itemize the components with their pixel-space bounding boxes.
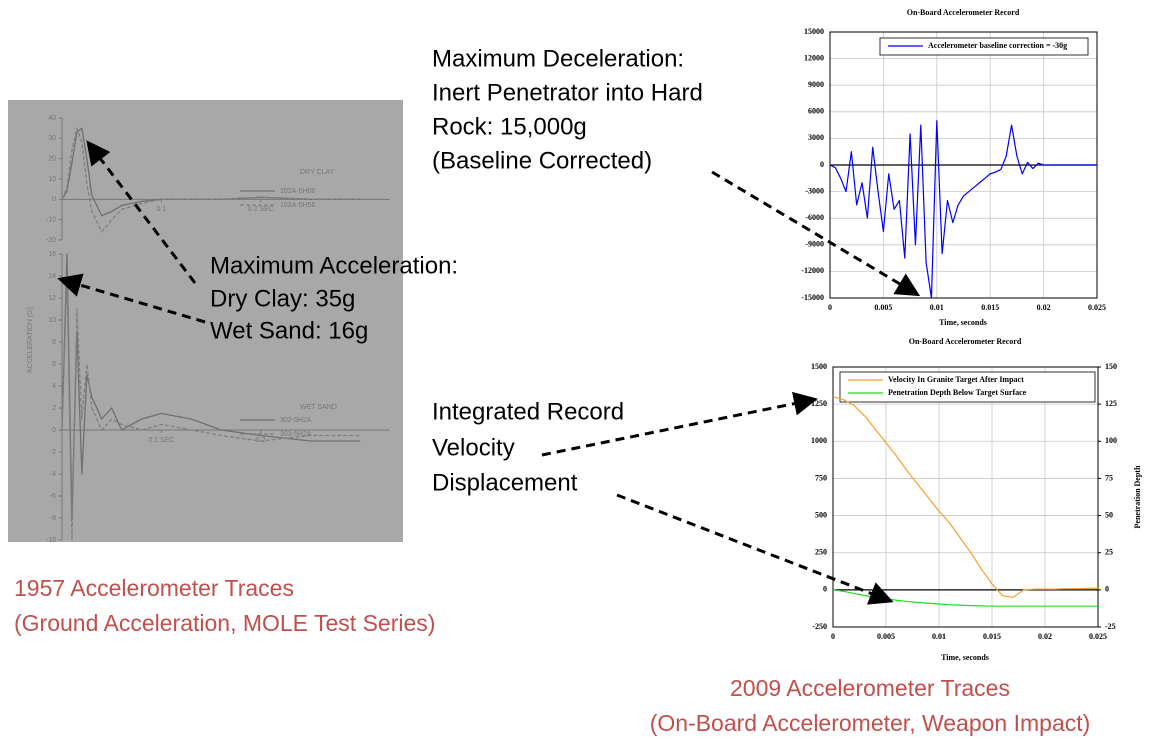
y-tick-label: 4	[52, 383, 56, 390]
y-tick-label: 500	[815, 510, 827, 519]
y-tick-label: 30	[48, 135, 56, 142]
annotation: (Baseline Corrected)	[432, 147, 652, 174]
y-tick-label: 8	[52, 339, 56, 346]
caption: (Ground Acceleration, MOLE Test Series)	[14, 610, 435, 636]
annotation: Velocity	[432, 434, 515, 461]
y-tick-label: 20	[48, 156, 56, 163]
caption: 2009 Accelerometer Traces	[730, 675, 1010, 701]
x-tick-label: 0.01	[932, 632, 946, 641]
y-tick-label: -250	[812, 622, 827, 631]
y-tick-label: 0	[52, 427, 56, 434]
annotation: Rock: 15,000g	[432, 113, 587, 140]
y-tick-label: -20	[46, 237, 56, 244]
y-tick-label: -10	[46, 217, 56, 224]
x-tick-label: 0.02	[1038, 632, 1052, 641]
legend-label: 302-5H2A	[280, 417, 312, 424]
caption: 1957 Accelerometer Traces	[14, 575, 294, 601]
y-tick-label: 9000	[808, 80, 824, 89]
legend-label: 102A-5H00	[280, 188, 316, 195]
x-axis-label: Time, seconds	[939, 318, 987, 327]
legend-label: Velocity In Granite Target After Impact	[888, 375, 1024, 384]
caption: (On-Board Accelerometer, Weapon Impact)	[650, 710, 1091, 736]
y-tick-label: -12000	[801, 266, 824, 275]
y2-tick-label: 150	[1105, 362, 1117, 371]
x-tick-label: 0.02	[1037, 303, 1051, 312]
x-tick-label: 0	[831, 632, 835, 641]
chart-title: DRY CLAY	[300, 169, 335, 176]
y2-axis-label: Penetration Depth	[1133, 465, 1142, 528]
x-tick-label: 0.1	[157, 206, 167, 213]
annotation: Dry Clay: 35g	[210, 285, 355, 312]
y-tick-label: 16	[48, 251, 56, 258]
x-tick-label: 0.01	[930, 303, 944, 312]
x-axis-label: Time, seconds	[941, 653, 989, 662]
chart-title: On-Board Accelerometer Record	[907, 8, 1020, 17]
y2-tick-label: 0	[1105, 585, 1109, 594]
y-axis-label: ACCELERATION (G)	[27, 307, 34, 373]
y2-tick-label: 125	[1105, 399, 1117, 408]
y-tick-label: 12000	[804, 53, 824, 62]
annotation: Maximum Deceleration:	[432, 45, 684, 72]
chart-title: WET SAND	[300, 404, 337, 411]
annotation: Wet Sand: 16g	[210, 317, 368, 344]
legend-label: 102A-5H56	[280, 202, 316, 209]
y-tick-label: -3000	[805, 186, 824, 195]
y-tick-label: 250	[815, 548, 827, 557]
legend-label: Accelerometer baseline correction = -30g	[928, 41, 1067, 50]
y-tick-label: 1500	[811, 362, 827, 371]
annotation: Inert Penetrator into Hard	[432, 79, 703, 106]
y-tick-label: 1250	[811, 399, 827, 408]
legend-label: Penetration Depth Below Target Surface	[888, 388, 1027, 397]
y-tick-label: 14	[48, 273, 56, 280]
y2-tick-label: 50	[1105, 510, 1113, 519]
slide: -20-100102030400.10.2 SECDRY CLAY102A-5H…	[0, 0, 1151, 742]
annotation: Displacement	[432, 469, 578, 496]
y2-tick-label: -25	[1105, 622, 1116, 631]
x-tick-label: 0.005	[877, 632, 895, 641]
y-tick-label: -4	[50, 471, 56, 478]
annotation: Maximum Acceleration:	[210, 252, 458, 279]
annotation: Integrated Record	[432, 398, 624, 425]
x-tick-label: 0.1 SEC	[148, 437, 174, 444]
chart-title: On-Board Accelerometer Record	[909, 337, 1022, 346]
y-tick-label: 10	[48, 317, 56, 324]
y-tick-label: 1000	[811, 436, 827, 445]
y-tick-label: 0	[52, 196, 56, 203]
y-tick-label: 2	[52, 405, 56, 412]
arrow	[617, 495, 888, 600]
x-tick-label: 0.015	[983, 632, 1001, 641]
y-tick-label: -10	[46, 537, 56, 544]
legend-label: 303-5H2A	[280, 431, 312, 438]
x-tick-label: 0.005	[874, 303, 892, 312]
x-tick-label: 0.025	[1089, 632, 1107, 641]
y-tick-label: 750	[815, 473, 827, 482]
y-tick-label: 12	[48, 295, 56, 302]
x-tick-label: 0	[828, 303, 832, 312]
y2-tick-label: 75	[1105, 473, 1113, 482]
y-tick-label: -6000	[805, 213, 824, 222]
y-tick-label: 3000	[808, 133, 824, 142]
series-line	[833, 590, 1098, 606]
y-tick-label: 0	[820, 160, 824, 169]
y-tick-label: -2	[50, 449, 56, 456]
y-tick-label: 10	[48, 176, 56, 183]
y-tick-label: 6	[52, 361, 56, 368]
y-tick-label: 0	[823, 585, 827, 594]
y-tick-label: 15000	[804, 27, 824, 36]
plot-frame	[833, 367, 1098, 627]
y-tick-label: -6	[50, 493, 56, 500]
series-line	[833, 397, 1098, 598]
y2-tick-label: 25	[1105, 548, 1113, 557]
y-tick-label: 40	[48, 115, 56, 122]
y-tick-label: -15000	[801, 293, 824, 302]
y2-tick-label: 100	[1105, 436, 1117, 445]
y-tick-label: 6000	[808, 107, 824, 116]
y-tick-label: -9000	[805, 240, 824, 249]
x-tick-label: 0.2 SEC	[248, 206, 274, 213]
y-tick-label: -8	[50, 515, 56, 522]
x-tick-label: 0.025	[1088, 303, 1106, 312]
x-tick-label: 0.015	[981, 303, 999, 312]
